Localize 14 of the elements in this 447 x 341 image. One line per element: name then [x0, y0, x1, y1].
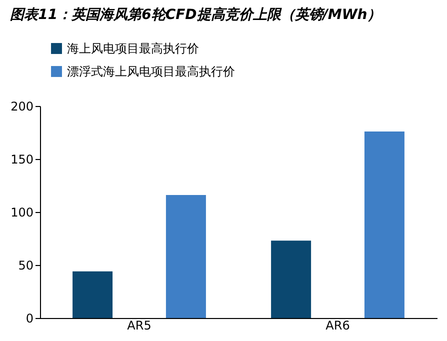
y-tick-label: 0	[26, 312, 34, 326]
x-tick-label: AR5	[127, 318, 152, 332]
bar	[72, 271, 113, 318]
x-tick-label: AR6	[326, 318, 350, 332]
y-tick-label: 200	[10, 100, 34, 114]
y-tick-label: 150	[10, 152, 34, 166]
y-tick-label: 100	[10, 206, 34, 220]
bar	[166, 195, 206, 318]
y-tick-label: 50	[18, 258, 34, 272]
bar	[364, 131, 404, 318]
chart-title: 图表11：英国海风第6轮CFD提高竞价上限（英镑/MWh）	[10, 6, 382, 23]
legend-label: 海上风电项目最高执行价	[67, 42, 199, 56]
legend-label: 漂浮式海上风电项目最高执行价	[67, 64, 235, 78]
bar	[271, 240, 312, 318]
